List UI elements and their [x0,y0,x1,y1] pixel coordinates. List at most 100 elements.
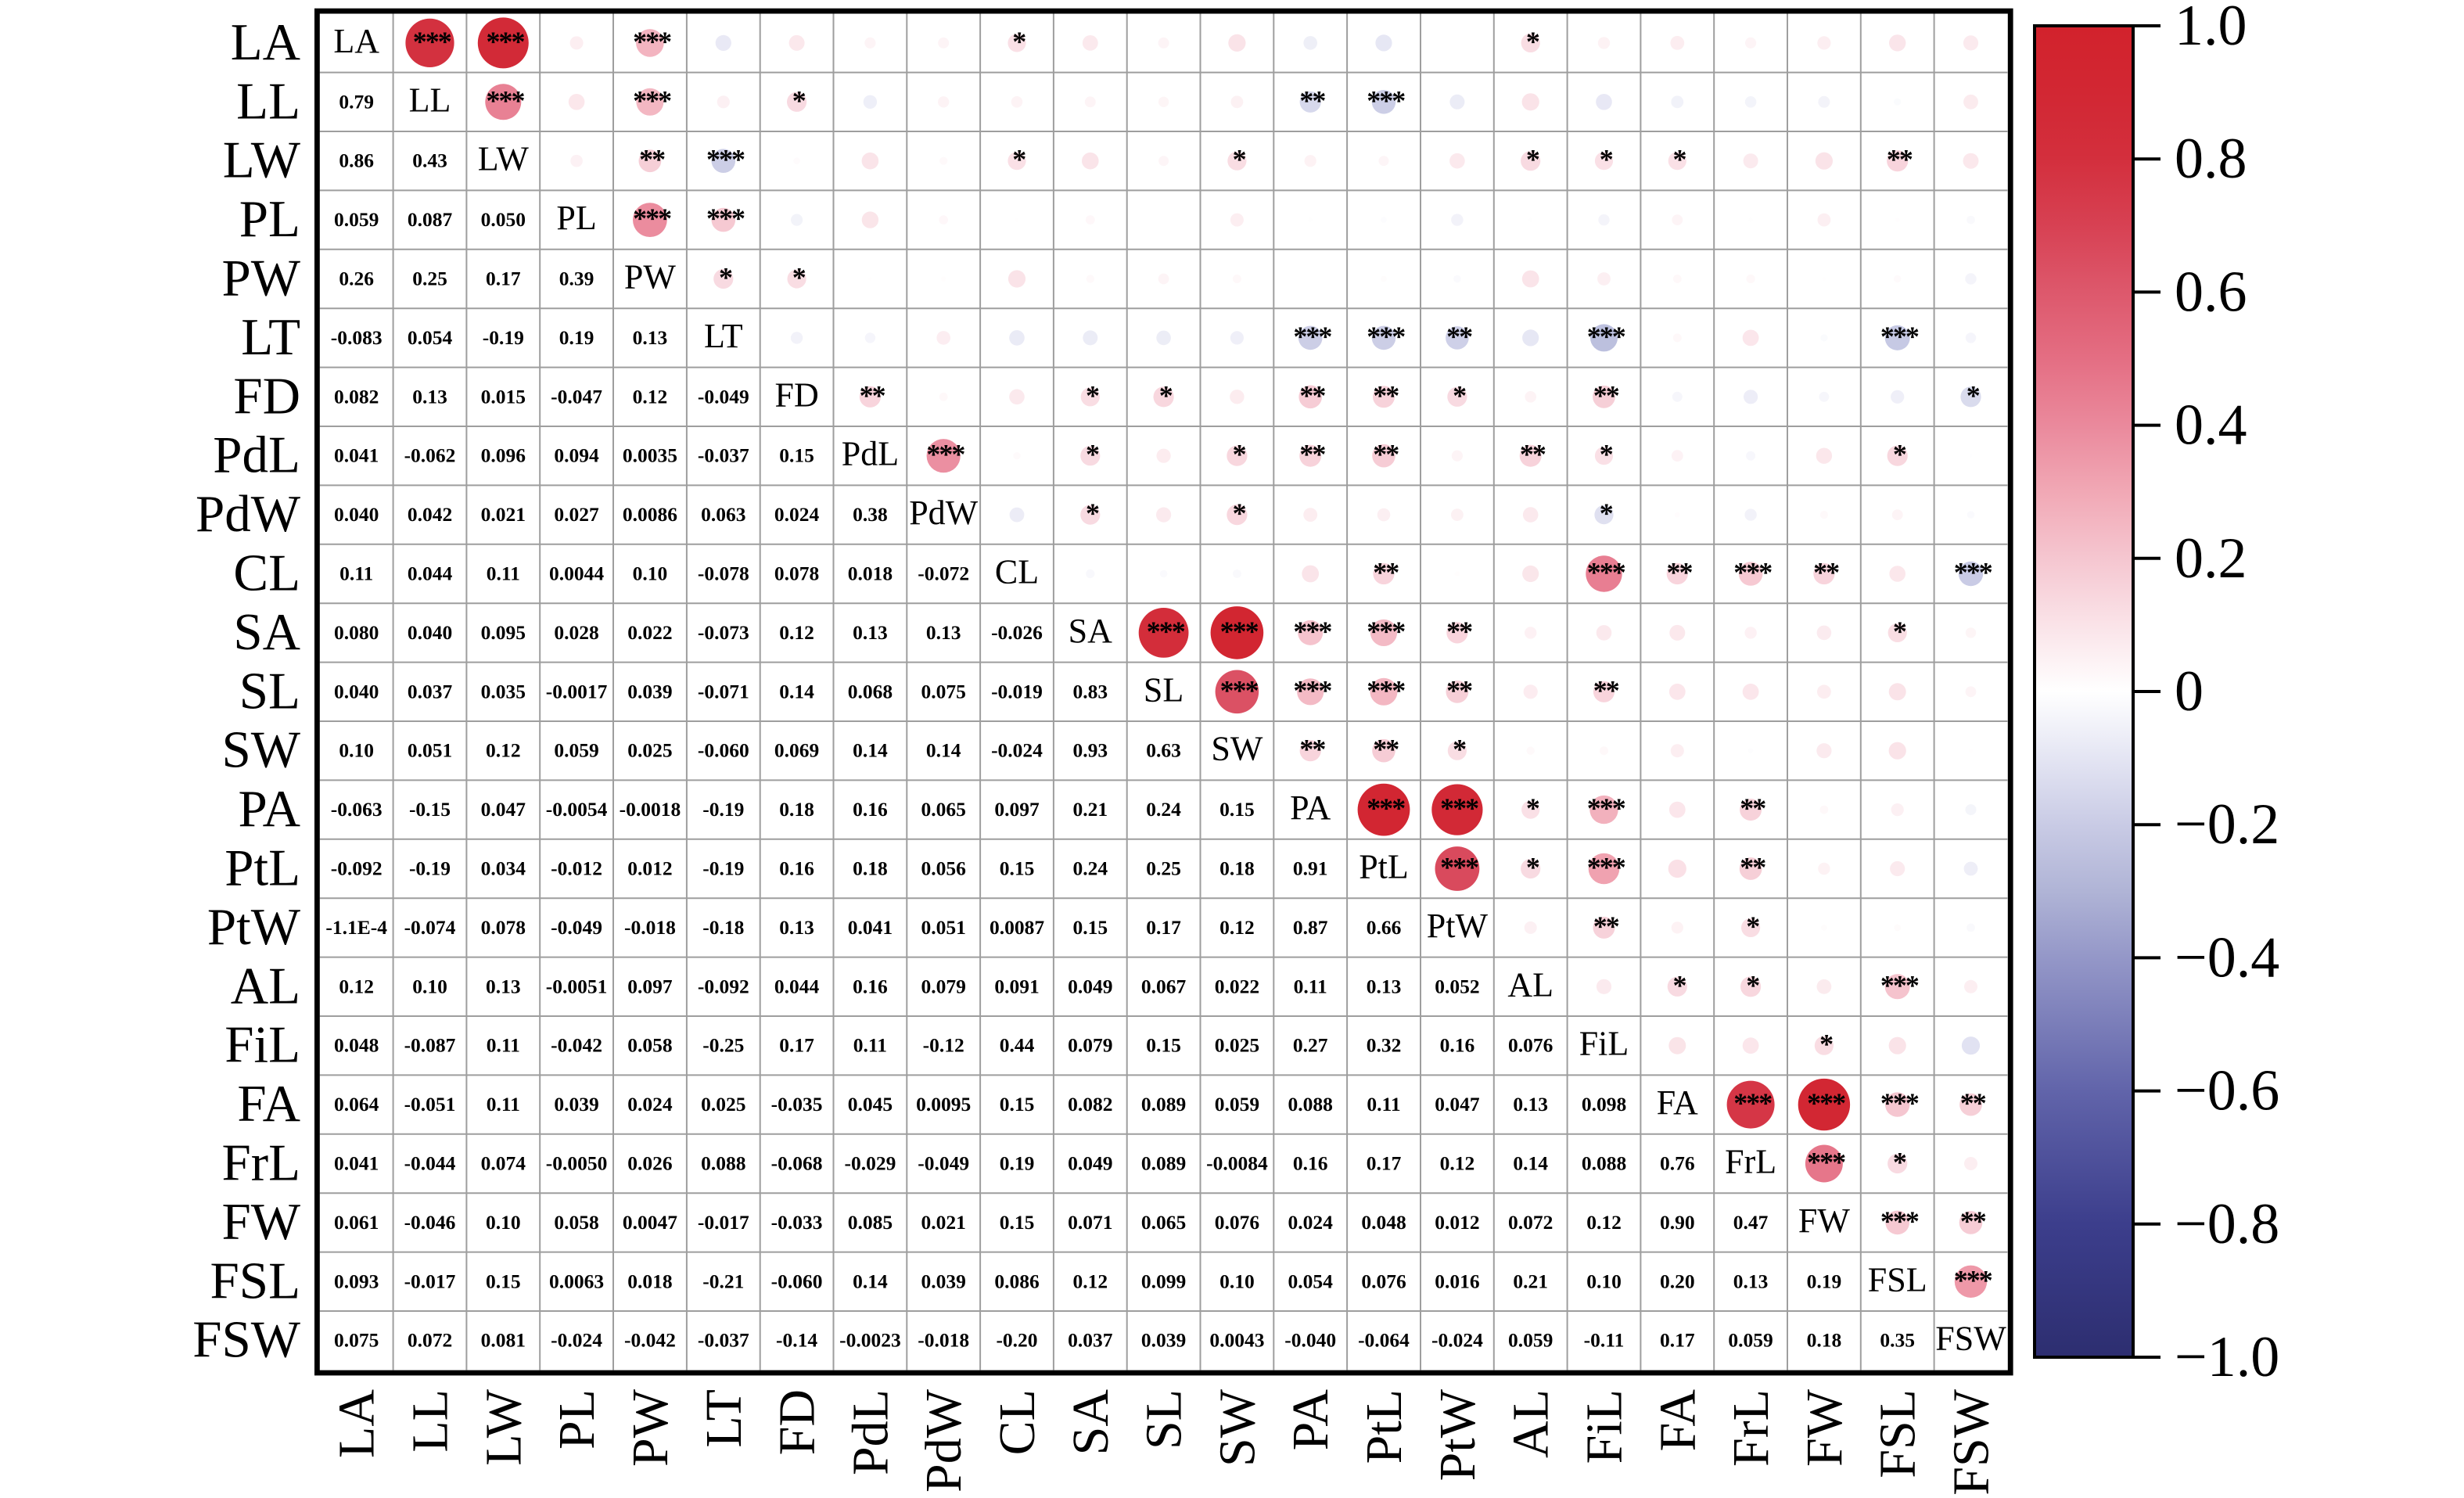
svg-text:0.11: 0.11 [487,1093,520,1115]
svg-text:FrL: FrL [222,1134,301,1192]
svg-text:LW: LW [478,140,530,178]
svg-text:***: *** [1587,321,1625,352]
svg-text:0.051: 0.051 [408,739,452,762]
svg-text:0.26: 0.26 [339,268,374,290]
svg-text:0.054: 0.054 [1288,1270,1334,1292]
svg-text:0.080: 0.080 [334,621,379,644]
svg-text:-0.19: -0.19 [409,857,451,880]
svg-text:0.072: 0.072 [408,1329,452,1352]
svg-text:0.15: 0.15 [1000,857,1035,880]
svg-text:*: * [792,262,806,293]
svg-text:-0.024: -0.024 [1431,1329,1483,1352]
svg-text:**: ** [1299,84,1325,116]
svg-text:-0.0023: -0.0023 [839,1329,901,1352]
svg-text:0.16: 0.16 [853,798,888,821]
svg-text:0.32: 0.32 [1367,1034,1402,1057]
svg-text:0.11: 0.11 [853,1034,887,1057]
svg-text:0.016: 0.016 [1435,1270,1479,1292]
svg-text:0.17: 0.17 [1146,916,1181,939]
svg-text:−0.4: −0.4 [2175,925,2279,990]
svg-text:-0.0051: -0.0051 [546,975,608,997]
svg-text:PtW: PtW [1429,1388,1486,1481]
svg-text:*: * [1086,498,1099,529]
svg-text:0.012: 0.012 [627,857,672,880]
svg-text:0.058: 0.058 [554,1211,598,1234]
svg-text:0.79: 0.79 [339,90,374,113]
svg-text:0.0043: 0.0043 [1209,1329,1264,1352]
svg-text:-0.18: -0.18 [702,916,744,939]
svg-text:0.065: 0.065 [1141,1211,1186,1234]
svg-text:***: *** [487,84,525,116]
svg-text:*: * [1453,379,1466,411]
svg-text:0.0063: 0.0063 [549,1270,604,1292]
svg-text:FiL: FiL [224,1016,300,1074]
svg-text:PL: PL [556,199,596,237]
svg-text:0.19: 0.19 [559,326,594,349]
svg-text:***: *** [1367,321,1405,352]
svg-text:0.63: 0.63 [1146,739,1181,762]
svg-text:0.10: 0.10 [1219,1270,1255,1292]
svg-text:0.15: 0.15 [1146,1034,1181,1057]
svg-text:0.13: 0.13 [853,621,888,644]
svg-text:0.12: 0.12 [339,975,374,997]
svg-text:0.069: 0.069 [774,739,819,762]
svg-text:−0.8: −0.8 [2175,1192,2279,1256]
svg-text:LA: LA [231,13,300,71]
svg-text:0.021: 0.021 [921,1211,966,1234]
svg-text:PW: PW [624,258,676,296]
svg-text:0.93: 0.93 [1072,739,1108,762]
svg-text:***: *** [1880,321,1919,352]
svg-text:**: ** [1299,379,1325,411]
svg-text:0.87: 0.87 [1293,916,1328,939]
svg-text:*: * [1600,498,1613,529]
svg-text:0.16: 0.16 [1440,1034,1475,1057]
svg-text:0.17: 0.17 [1660,1329,1695,1352]
svg-text:PtW: PtW [207,898,301,956]
svg-text:0.026: 0.026 [627,1152,672,1175]
svg-text:0.081: 0.081 [481,1329,526,1352]
svg-text:0.76: 0.76 [1660,1152,1695,1175]
svg-text:***: *** [926,439,964,470]
svg-text:-0.19: -0.19 [702,798,744,821]
svg-text:0.18: 0.18 [779,798,814,821]
svg-text:0.43: 0.43 [412,149,447,172]
svg-text:0.10: 0.10 [1586,1270,1622,1292]
svg-text:0.10: 0.10 [339,739,374,762]
svg-text:0.8: 0.8 [2175,127,2247,191]
svg-text:***: *** [633,203,671,234]
svg-text:0.11: 0.11 [1367,1093,1400,1115]
svg-text:-0.0017: -0.0017 [546,680,608,702]
svg-text:0.088: 0.088 [1288,1093,1333,1115]
svg-text:-0.073: -0.073 [698,621,749,644]
svg-text:0.10: 0.10 [633,562,668,585]
svg-text:0.018: 0.018 [627,1270,672,1292]
svg-text:PA: PA [1282,1389,1339,1451]
svg-text:***: *** [1220,674,1259,706]
svg-text:-0.046: -0.046 [404,1211,456,1234]
svg-text:**: ** [1446,616,1472,647]
svg-text:0.0095: 0.0095 [916,1093,971,1115]
svg-text:-0.060: -0.060 [771,1270,823,1292]
svg-text:PA: PA [1290,789,1331,827]
svg-text:0.12: 0.12 [486,739,521,762]
svg-text:**: ** [1740,852,1765,883]
svg-text:-0.044: -0.044 [404,1152,456,1175]
svg-text:-0.029: -0.029 [844,1152,896,1175]
svg-text:FW: FW [1798,1202,1850,1240]
svg-text:0.048: 0.048 [334,1034,379,1057]
svg-text:*: * [1159,379,1173,411]
svg-text:*: * [1012,144,1025,175]
svg-text:FSL: FSL [1870,1389,1927,1478]
svg-text:0.024: 0.024 [1288,1211,1334,1234]
svg-text:*: * [1233,439,1246,470]
svg-text:-0.024: -0.024 [551,1329,602,1352]
svg-text:0.082: 0.082 [1068,1093,1112,1115]
svg-text:***: *** [413,26,451,57]
svg-text:0.12: 0.12 [633,385,668,408]
svg-text:*: * [719,262,732,293]
svg-text:*: * [1233,498,1246,529]
svg-text:0.037: 0.037 [408,680,453,702]
svg-text:*: * [1526,792,1539,824]
svg-text:-0.078: -0.078 [698,562,749,585]
svg-text:**: ** [1740,792,1765,824]
